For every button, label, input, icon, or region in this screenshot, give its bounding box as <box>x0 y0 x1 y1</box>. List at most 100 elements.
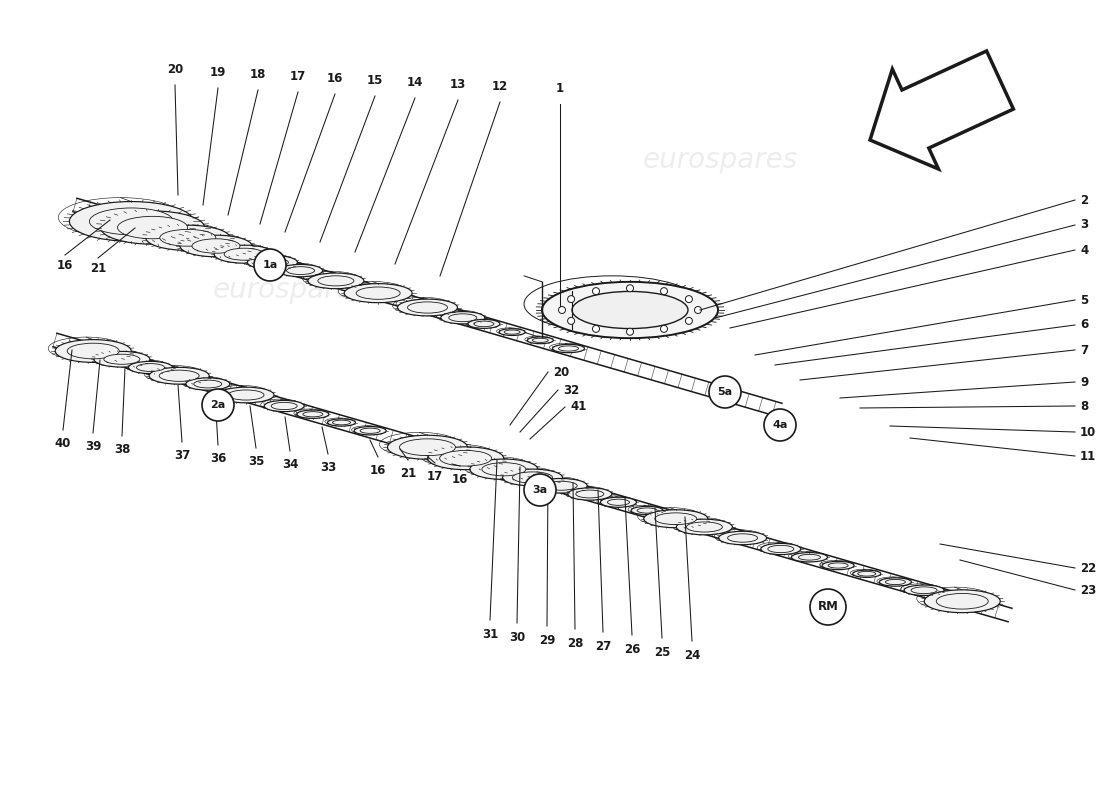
Ellipse shape <box>552 344 584 353</box>
Ellipse shape <box>136 363 165 371</box>
Text: 20: 20 <box>553 366 570 378</box>
Ellipse shape <box>532 338 548 342</box>
Ellipse shape <box>499 329 525 335</box>
Text: 13: 13 <box>450 78 466 91</box>
Ellipse shape <box>631 506 663 514</box>
Circle shape <box>810 589 846 625</box>
Ellipse shape <box>118 216 187 238</box>
Text: 35: 35 <box>248 455 264 468</box>
Ellipse shape <box>332 420 351 425</box>
Text: 39: 39 <box>85 440 101 453</box>
Text: 2: 2 <box>1080 194 1088 206</box>
Text: 20: 20 <box>167 63 183 76</box>
Ellipse shape <box>67 343 119 358</box>
Text: 36: 36 <box>210 452 227 465</box>
Ellipse shape <box>924 590 1000 613</box>
Ellipse shape <box>637 508 657 513</box>
Ellipse shape <box>572 291 688 329</box>
Circle shape <box>568 318 574 324</box>
Ellipse shape <box>546 482 578 490</box>
Circle shape <box>524 474 556 506</box>
Ellipse shape <box>69 202 194 242</box>
Text: 16: 16 <box>327 72 343 85</box>
Ellipse shape <box>354 426 386 435</box>
Ellipse shape <box>55 339 131 362</box>
Circle shape <box>764 409 796 441</box>
Circle shape <box>254 249 286 281</box>
Ellipse shape <box>559 346 579 351</box>
Ellipse shape <box>186 378 230 390</box>
Ellipse shape <box>194 380 222 388</box>
Ellipse shape <box>160 370 199 382</box>
Ellipse shape <box>272 402 297 410</box>
Ellipse shape <box>792 553 827 562</box>
Ellipse shape <box>146 225 230 250</box>
Ellipse shape <box>308 273 364 289</box>
Ellipse shape <box>100 211 205 244</box>
Ellipse shape <box>256 258 288 267</box>
Ellipse shape <box>397 299 458 316</box>
Text: 10: 10 <box>1080 426 1097 438</box>
Text: 5a: 5a <box>717 387 733 397</box>
Text: 40: 40 <box>55 437 72 450</box>
Text: 30: 30 <box>509 631 525 644</box>
Text: 7: 7 <box>1080 343 1088 357</box>
Ellipse shape <box>904 585 944 595</box>
Ellipse shape <box>278 265 322 277</box>
Ellipse shape <box>356 287 400 299</box>
Ellipse shape <box>318 276 354 286</box>
Ellipse shape <box>654 513 696 525</box>
Text: 17: 17 <box>427 470 443 483</box>
Ellipse shape <box>264 400 305 411</box>
Ellipse shape <box>224 248 264 260</box>
Ellipse shape <box>504 330 520 334</box>
Ellipse shape <box>399 439 455 456</box>
Ellipse shape <box>228 390 264 400</box>
Text: 4a: 4a <box>772 420 788 430</box>
Text: 16: 16 <box>370 464 386 477</box>
Ellipse shape <box>103 354 140 364</box>
Circle shape <box>660 326 668 332</box>
Circle shape <box>627 285 634 292</box>
Circle shape <box>559 306 565 314</box>
Ellipse shape <box>218 387 274 403</box>
Ellipse shape <box>718 531 767 545</box>
Circle shape <box>685 318 692 324</box>
Ellipse shape <box>449 314 476 322</box>
Text: eurospares: eurospares <box>212 276 367 304</box>
Ellipse shape <box>852 570 881 578</box>
Text: 12: 12 <box>492 80 508 93</box>
Circle shape <box>568 296 574 302</box>
Ellipse shape <box>150 367 209 384</box>
Ellipse shape <box>607 499 629 506</box>
Text: 18: 18 <box>250 68 266 81</box>
Ellipse shape <box>513 472 552 483</box>
Text: 29: 29 <box>539 634 556 647</box>
Text: 26: 26 <box>624 643 640 656</box>
Circle shape <box>685 296 692 302</box>
Circle shape <box>710 376 741 408</box>
Text: 33: 33 <box>320 461 337 474</box>
Ellipse shape <box>468 319 499 328</box>
Text: 3a: 3a <box>532 485 548 495</box>
Text: 23: 23 <box>1080 583 1097 597</box>
Text: RM: RM <box>817 601 838 614</box>
Circle shape <box>593 326 600 332</box>
Ellipse shape <box>503 469 562 486</box>
Ellipse shape <box>911 587 937 594</box>
Ellipse shape <box>858 571 876 576</box>
Ellipse shape <box>470 459 538 479</box>
Text: 37: 37 <box>174 449 190 462</box>
Text: 21: 21 <box>90 262 106 275</box>
Text: 5: 5 <box>1080 294 1088 306</box>
Circle shape <box>202 389 234 421</box>
Ellipse shape <box>160 230 216 246</box>
Text: 4: 4 <box>1080 243 1088 257</box>
Text: 19: 19 <box>210 66 227 79</box>
Ellipse shape <box>568 488 612 500</box>
Ellipse shape <box>822 562 854 570</box>
Text: 17: 17 <box>290 70 306 83</box>
Ellipse shape <box>474 321 494 326</box>
Text: 41: 41 <box>570 401 586 414</box>
Text: 3: 3 <box>1080 218 1088 231</box>
